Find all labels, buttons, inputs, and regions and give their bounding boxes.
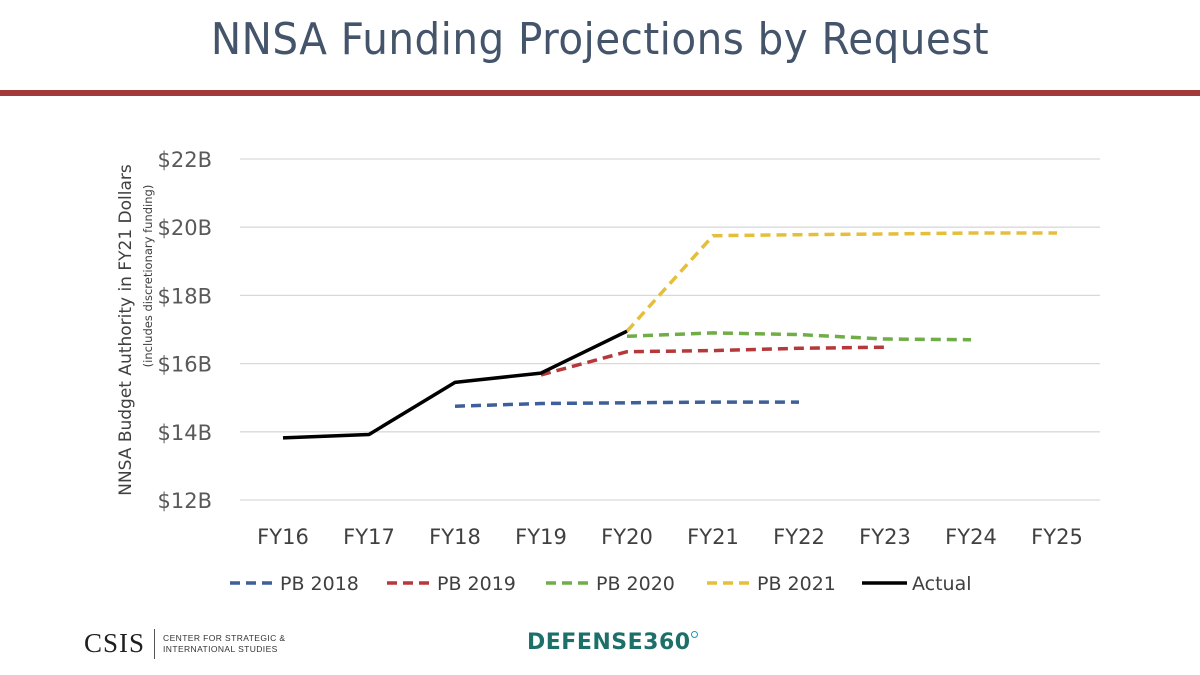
x-tick-label: FY17	[343, 525, 395, 549]
logo-divider	[154, 628, 156, 659]
y-tick-label: $16B	[158, 353, 213, 377]
x-tick-label: FY23	[859, 525, 911, 549]
series-line-actual	[282, 329, 628, 440]
legend-label: PB 2021	[757, 573, 836, 595]
csis-subtitle-line1: CENTER FOR STRATEGIC &	[163, 632, 286, 643]
y-tick-label: $12B	[158, 489, 213, 513]
x-tick-label: FY22	[773, 525, 825, 549]
legend-label: PB 2020	[596, 573, 675, 595]
x-tick-label: FY20	[601, 525, 653, 549]
title-divider	[0, 90, 1200, 96]
y-tick-label: $20B	[158, 216, 213, 240]
defense360-wordmark: DEFENSE360	[527, 630, 691, 655]
series-line-pb-2020	[626, 331, 972, 342]
csis-subtitle: CENTER FOR STRATEGIC & INTERNATIONAL STU…	[163, 633, 285, 655]
y-tick-label: $22B	[158, 148, 213, 172]
csis-logo: CSIS CENTER FOR STRATEGIC & INTERNATIONA…	[84, 628, 286, 659]
x-tick-label: FY24	[945, 525, 997, 549]
x-tick-label: FY21	[687, 525, 739, 549]
x-tick-label: FY25	[1031, 525, 1083, 549]
series-line-pb-2019	[540, 345, 886, 377]
legend-label: Actual	[912, 573, 972, 595]
x-tick-label: FY18	[429, 525, 481, 549]
y-tick-label: $14B	[158, 421, 213, 445]
defense360-logo: DEFENSE360	[527, 630, 698, 655]
legend-label: PB 2018	[280, 573, 359, 595]
csis-subtitle-line2: INTERNATIONAL STUDIES	[163, 643, 278, 654]
y-axis-title: NNSA Budget Authority in FY21 Dollars	[116, 164, 136, 496]
series-line-pb-2018	[454, 400, 799, 408]
x-tick-label: FY16	[257, 525, 309, 549]
x-tick-label: FY19	[515, 525, 567, 549]
y-tick-label: $18B	[158, 284, 213, 308]
defense360-ring-icon	[690, 631, 698, 638]
series-line-pb-2021	[625, 231, 1057, 333]
legend-label: PB 2019	[437, 573, 516, 595]
page-title: NNSA Funding Projections by Request	[210, 14, 990, 65]
line-chart: $12B $14B $16B $18B $20B $22B FY16 FY17 FY18 FY19…	[116, 148, 1100, 595]
y-axis-subtitle: (includes discretionary funding)	[141, 185, 155, 368]
csis-wordmark: CSIS	[84, 628, 146, 658]
